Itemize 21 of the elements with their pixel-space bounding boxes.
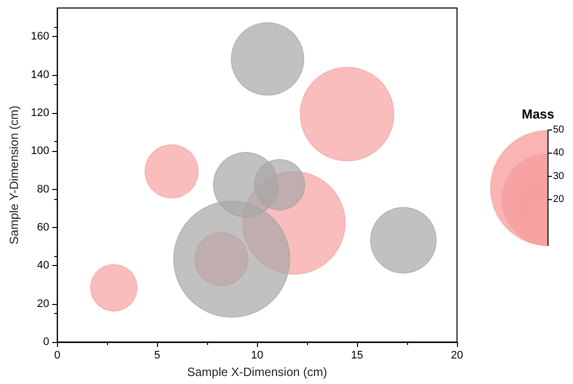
x-tick-label: 20 <box>450 350 464 362</box>
y-tick-label: 40 <box>37 260 50 272</box>
y-tick-label: 60 <box>37 221 50 234</box>
y-tick-label: 100 <box>30 145 50 158</box>
x-tick-label: 15 <box>350 350 364 362</box>
text: 50 <box>553 124 565 136</box>
text: 30 <box>553 170 565 182</box>
y-axis-title: Sample Y-Dimension (cm) <box>7 106 21 244</box>
y-tick-label: 160 <box>30 30 50 43</box>
legend-title: Mass <box>522 106 554 122</box>
y-tick-label: 20 <box>37 298 50 310</box>
x-tick-label: 0 <box>54 350 60 362</box>
y-tick-label: 0 <box>43 336 50 348</box>
x-tick-label: 5 <box>154 350 160 362</box>
text: 20 <box>553 194 565 206</box>
x-tick-label: 10 <box>251 350 264 362</box>
y-tick-label: 80 <box>37 183 50 196</box>
y-tick-label: 120 <box>30 106 50 119</box>
y-tick-label: 140 <box>30 68 50 81</box>
text: 40 <box>553 148 565 159</box>
x-axis-title: Sample X-Dimension (cm) <box>187 364 328 379</box>
